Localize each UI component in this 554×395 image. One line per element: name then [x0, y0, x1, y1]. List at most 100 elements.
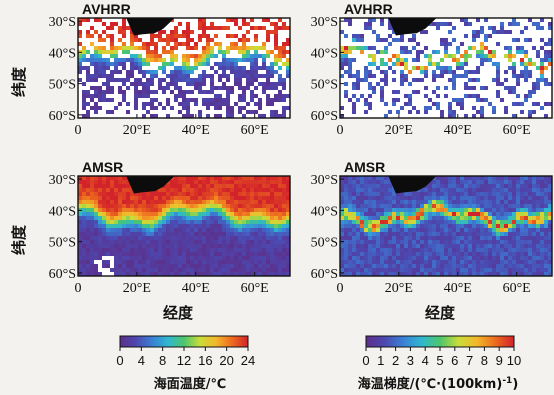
heatmap-cell	[524, 192, 529, 197]
heatmap-cell	[384, 176, 389, 181]
heatmap-cell	[520, 66, 525, 71]
heatmap-cell	[214, 94, 219, 99]
heatmap-cell	[114, 34, 119, 39]
heatmap-cell	[198, 256, 203, 261]
heatmap-cell	[202, 252, 207, 257]
heatmap-cell	[230, 90, 235, 95]
heatmap-cell	[190, 264, 195, 269]
heatmap-cell	[90, 58, 95, 63]
heatmap-cell	[468, 18, 473, 23]
heatmap-cell	[98, 176, 103, 181]
heatmap-cell	[356, 78, 361, 83]
heatmap-cell	[492, 212, 497, 217]
heatmap-cell	[428, 86, 433, 91]
heatmap-cell	[412, 228, 417, 233]
heatmap-cell	[86, 42, 91, 47]
heatmap-cell	[476, 184, 481, 189]
heatmap-cell	[388, 70, 393, 75]
heatmap-cell	[186, 264, 191, 269]
heatmap-cell	[432, 62, 437, 67]
heatmap-cell	[408, 114, 413, 118]
heatmap-cell	[396, 192, 401, 197]
heatmap-cell	[178, 216, 183, 221]
heatmap-cell	[408, 90, 413, 95]
heatmap-cell	[138, 46, 143, 51]
heatmap-cell	[106, 232, 111, 237]
heatmap-cell	[372, 46, 377, 51]
heatmap-cell	[210, 220, 215, 225]
heatmap-cell	[436, 78, 441, 83]
heatmap-cell	[456, 196, 461, 201]
heatmap-cell	[408, 110, 413, 115]
heatmap-cell	[388, 50, 393, 55]
heatmap-cell	[178, 212, 183, 217]
heatmap-cell	[234, 110, 239, 115]
heatmap-cell	[146, 66, 151, 71]
heatmap-cell	[166, 248, 171, 253]
heatmap-cell	[258, 228, 263, 233]
heatmap-cell	[548, 42, 552, 47]
heatmap-cell	[278, 38, 283, 43]
heatmap-cell	[210, 74, 215, 79]
heatmap-cell	[428, 94, 433, 99]
heatmap-cell	[162, 264, 167, 269]
heatmap-cell	[536, 236, 541, 241]
heatmap-cell	[364, 70, 369, 75]
heatmap-cell	[488, 54, 493, 59]
heatmap-cell	[460, 18, 465, 23]
heatmap-cell	[444, 110, 449, 115]
heatmap-cell	[360, 74, 365, 79]
heatmap-cell	[90, 216, 95, 221]
heatmap-cell	[396, 228, 401, 233]
heatmap-cell	[436, 46, 441, 51]
heatmap-cell	[384, 42, 389, 47]
heatmap-cell	[548, 216, 552, 221]
heatmap-cell	[464, 54, 469, 59]
heatmap-cell	[130, 224, 135, 229]
heatmap-cell	[412, 54, 417, 59]
heatmap-cell	[258, 272, 263, 276]
heatmap-cell	[520, 74, 525, 79]
heatmap-cell	[126, 196, 131, 201]
heatmap-cell	[420, 38, 425, 43]
heatmap-cell	[348, 50, 353, 55]
heatmap-cell	[258, 70, 263, 75]
heatmap-cell	[528, 102, 533, 107]
heatmap-cell	[210, 18, 215, 23]
heatmap-cell	[102, 50, 107, 55]
heatmap-cell	[266, 252, 271, 257]
heatmap-cell	[78, 58, 83, 63]
heatmap-cell	[226, 86, 231, 91]
heatmap-cell	[480, 228, 485, 233]
heatmap-cell	[226, 22, 231, 27]
heatmap-cell	[122, 66, 127, 71]
heatmap-cell	[512, 200, 517, 205]
heatmap-cell	[536, 220, 541, 225]
heatmap-cell	[448, 22, 453, 27]
heatmap-cell	[356, 54, 361, 59]
heatmap-cell	[476, 82, 481, 87]
heatmap-cell	[464, 220, 469, 225]
heatmap-cell	[372, 188, 377, 193]
heatmap-cell	[78, 66, 83, 71]
heatmap-cell	[472, 66, 477, 71]
heatmap-cell	[142, 102, 147, 107]
heatmap-cell	[348, 248, 353, 253]
heatmap-cell	[210, 268, 215, 273]
heatmap-cell	[110, 204, 115, 209]
heatmap-cell	[420, 30, 425, 35]
heatmap-cell	[408, 38, 413, 43]
heatmap-cell	[178, 244, 183, 249]
heatmap-cell	[130, 62, 135, 67]
heatmap-cell	[94, 42, 99, 47]
heatmap-cell	[150, 248, 155, 253]
heatmap-cell	[484, 180, 489, 185]
heatmap-cell	[130, 196, 135, 201]
heatmap-cell	[404, 62, 409, 67]
heatmap-cell	[258, 86, 263, 91]
heatmap-cell	[154, 110, 159, 115]
heatmap-cell	[154, 220, 159, 225]
heatmap-cell	[146, 272, 151, 276]
heatmap-cell	[400, 62, 405, 67]
heatmap-cell	[432, 66, 437, 71]
